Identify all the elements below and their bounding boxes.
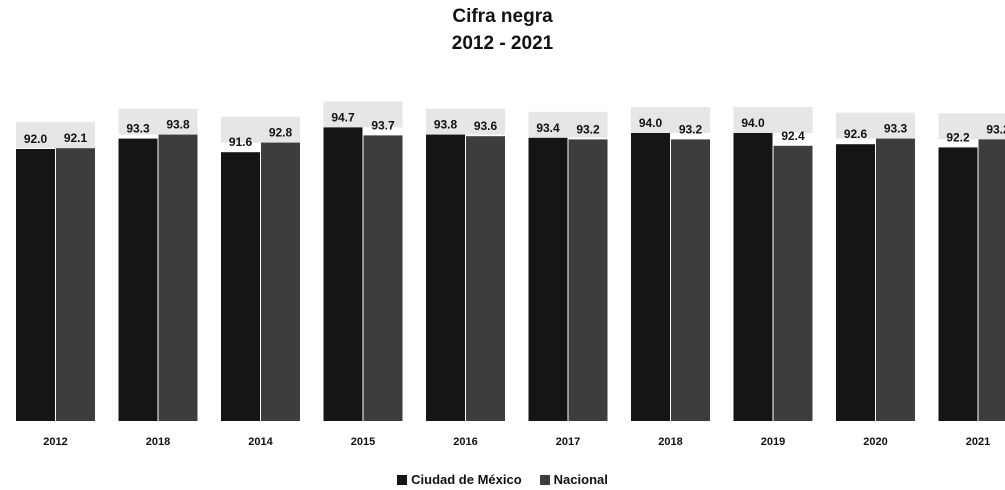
bar-cdmx-7 <box>733 133 773 421</box>
data-label-cdmx-5: 93.4 <box>536 121 560 135</box>
data-label-cdmx-2: 91.6 <box>229 135 253 149</box>
bars-layer <box>16 101 1005 422</box>
x-tick-label-9: 2021 <box>966 436 990 448</box>
x-tick-label-2: 2014 <box>248 436 273 448</box>
bar-cdmx-2 <box>221 152 260 421</box>
data-label-background-3 <box>323 101 403 128</box>
bar-nacional-4 <box>466 136 505 421</box>
x-tick-label-5: 2017 <box>556 436 580 448</box>
bar-nacional-7 <box>773 145 813 422</box>
data-label-background-1 <box>118 108 198 135</box>
x-tick-label-4: 2016 <box>453 436 477 448</box>
x-tick-label-3: 2015 <box>351 436 375 448</box>
data-label-cdmx-0: 92.0 <box>24 132 48 146</box>
data-label-nacional-7: 92.4 <box>781 129 805 143</box>
data-label-background-8 <box>836 112 915 139</box>
x-tick-label-1: 2018 <box>146 436 170 448</box>
bar-nacional-0 <box>56 148 95 421</box>
data-label-cdmx-6: 94.0 <box>639 116 663 130</box>
bar-cdmx-8 <box>836 144 875 421</box>
bar-nacional-3 <box>363 135 403 421</box>
x-tick-label-0: 2012 <box>43 436 67 448</box>
legend-label-series-2: Nacional <box>553 472 608 487</box>
bar-nacional-2 <box>261 142 300 421</box>
chart-title: Cifra negra <box>452 6 553 27</box>
bar-cdmx-1 <box>118 138 158 421</box>
data-label-nacional-3: 93.7 <box>371 118 395 132</box>
x-axis: 2012 2018 2014 2015 2016 2017 2018 2019 2020 2021 <box>43 436 990 448</box>
bar-cdmx-6 <box>631 133 670 421</box>
bar-cdmx-5 <box>528 137 568 422</box>
data-label-nacional-1: 93.8 <box>166 118 190 132</box>
bar-nacional-9 <box>978 139 1005 421</box>
data-label-cdmx-9: 92.2 <box>946 130 970 144</box>
bar-cdmx-9 <box>938 147 978 421</box>
legend-item-series-1: Ciudad de México <box>397 472 522 487</box>
data-label-background-2 <box>221 116 300 143</box>
data-label-background-4 <box>426 108 505 135</box>
data-label-background-9 <box>938 113 1005 140</box>
data-label-nacional-5: 93.2 <box>576 122 600 136</box>
legend-swatch-series-1 <box>397 474 408 485</box>
x-tick-label-7: 2019 <box>761 436 785 448</box>
bar-nacional-8 <box>876 138 915 421</box>
data-label-background-5 <box>528 111 608 138</box>
data-label-nacional-8: 93.3 <box>884 122 908 136</box>
bar-cdmx-4 <box>426 134 465 421</box>
legend: Ciudad de México Nacional <box>0 472 1005 487</box>
data-label-background-7 <box>733 107 813 133</box>
legend-label-series-1: Ciudad de México <box>411 472 522 487</box>
bar-nacional-5 <box>568 139 608 421</box>
data-label-cdmx-3: 94.7 <box>331 110 355 124</box>
bar-cdmx-3 <box>323 127 363 422</box>
bar-cdmx-0 <box>16 149 55 421</box>
data-label-cdmx-1: 93.3 <box>126 122 150 136</box>
data-label-nacional-2: 92.8 <box>269 126 293 140</box>
labels-layer: 92.0 92.1 93.3 93.8 91.6 92.8 94.7 93.7 93.8 93.6… <box>24 110 1005 149</box>
data-label-nacional-4: 93.6 <box>474 119 498 133</box>
data-label-nacional-0: 92.1 <box>64 131 88 145</box>
bar-nacional-1 <box>158 134 198 421</box>
legend-swatch-series-2 <box>539 474 550 485</box>
x-tick-label-8: 2020 <box>863 436 887 448</box>
x-tick-label-6: 2018 <box>658 436 682 448</box>
data-label-cdmx-8: 92.6 <box>844 127 868 141</box>
data-label-cdmx-7: 94.0 <box>741 116 765 130</box>
data-label-background-0 <box>16 122 95 149</box>
data-label-nacional-6: 93.2 <box>679 122 703 136</box>
data-label-cdmx-4: 93.8 <box>434 118 458 132</box>
data-label-nacional-9: 93.2 <box>986 122 1005 136</box>
legend-item-series-2: Nacional <box>539 472 608 487</box>
bar-nacional-6 <box>671 139 710 421</box>
data-label-background-6 <box>631 107 710 133</box>
chart-subtitle: 2012 - 2021 <box>451 33 554 54</box>
